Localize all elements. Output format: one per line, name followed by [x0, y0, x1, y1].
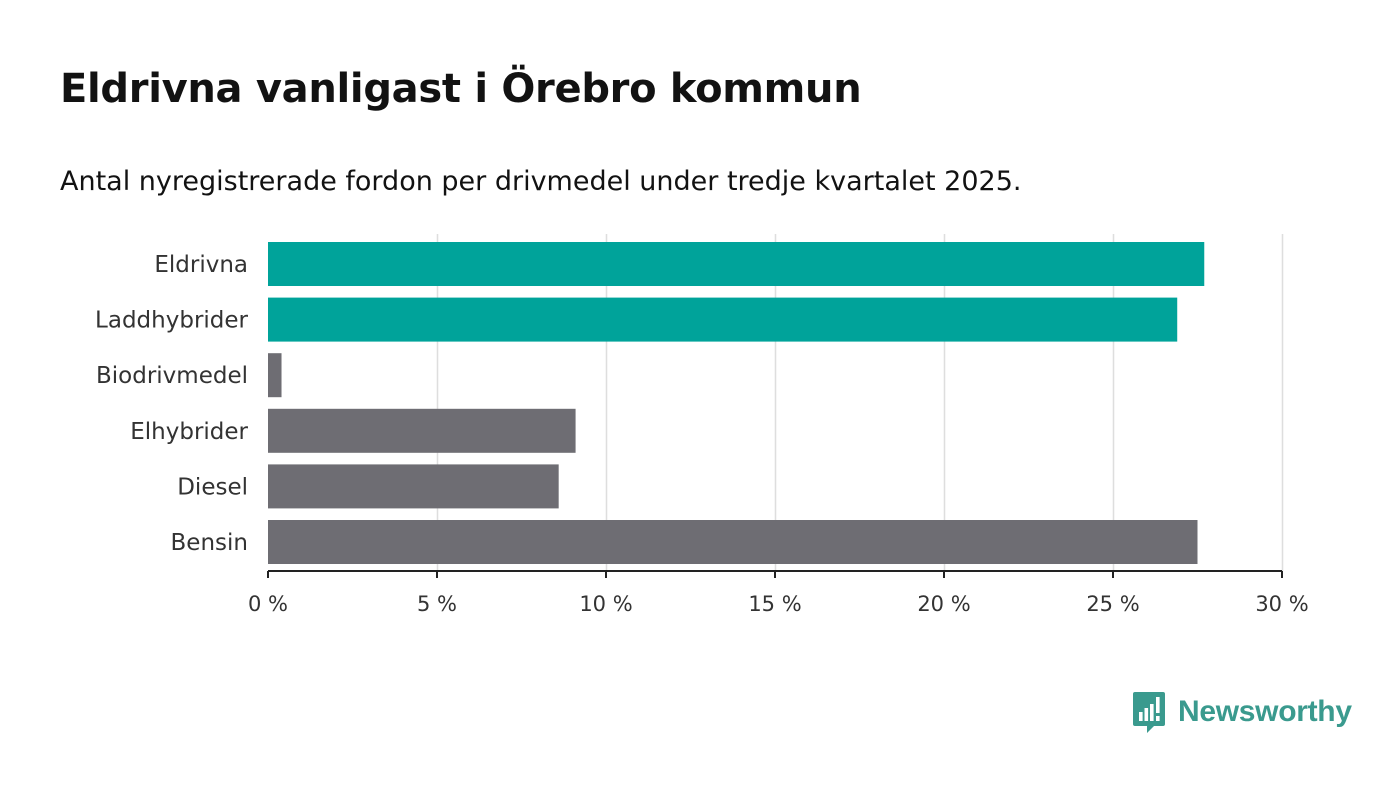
bar-0	[268, 242, 1205, 286]
bar-5	[268, 520, 1198, 564]
x-tick-label-4: 20 %	[917, 592, 970, 616]
category-label-4: Diesel	[177, 474, 248, 500]
gridlines	[436, 234, 1284, 571]
x-tick-label-2: 10 %	[579, 592, 632, 616]
category-label-2: Biodrivmedel	[96, 363, 248, 389]
x-tick-label-3: 15 %	[748, 592, 801, 616]
category-label-3: Elhybrider	[130, 419, 248, 445]
newsworthy-brand: Newsworthy	[1132, 690, 1352, 734]
chart-title: Eldrivna vanligast i Örebro kommun	[60, 66, 862, 112]
category-labels: Eldrivna Laddhybrider Biodrivmedel Elhybrid…	[95, 252, 248, 556]
x-tick-label-1: 5 %	[417, 592, 457, 616]
x-axis: 0 % 5 % 10 % 15 % 20 % 25 % 30 %	[248, 570, 1309, 616]
x-tick-label-0: 0 %	[248, 592, 288, 616]
chart-subtitle: Antal nyregistrerade fordon per drivmede…	[60, 166, 1022, 197]
newsworthy-logo-icon	[1133, 692, 1165, 733]
x-tick-label-6: 30 %	[1255, 592, 1308, 616]
brand-name: Newsworthy	[1178, 695, 1352, 728]
category-label-0: Eldrivna	[154, 252, 248, 278]
x-tick-label-5: 25 %	[1086, 592, 1139, 616]
bar-4	[268, 464, 559, 509]
bar-3	[268, 408, 576, 453]
category-label-1: Laddhybrider	[95, 308, 248, 334]
bars	[268, 242, 1205, 564]
bar-1	[268, 297, 1178, 342]
category-label-5: Bensin	[171, 530, 248, 556]
bar-2	[268, 353, 282, 398]
